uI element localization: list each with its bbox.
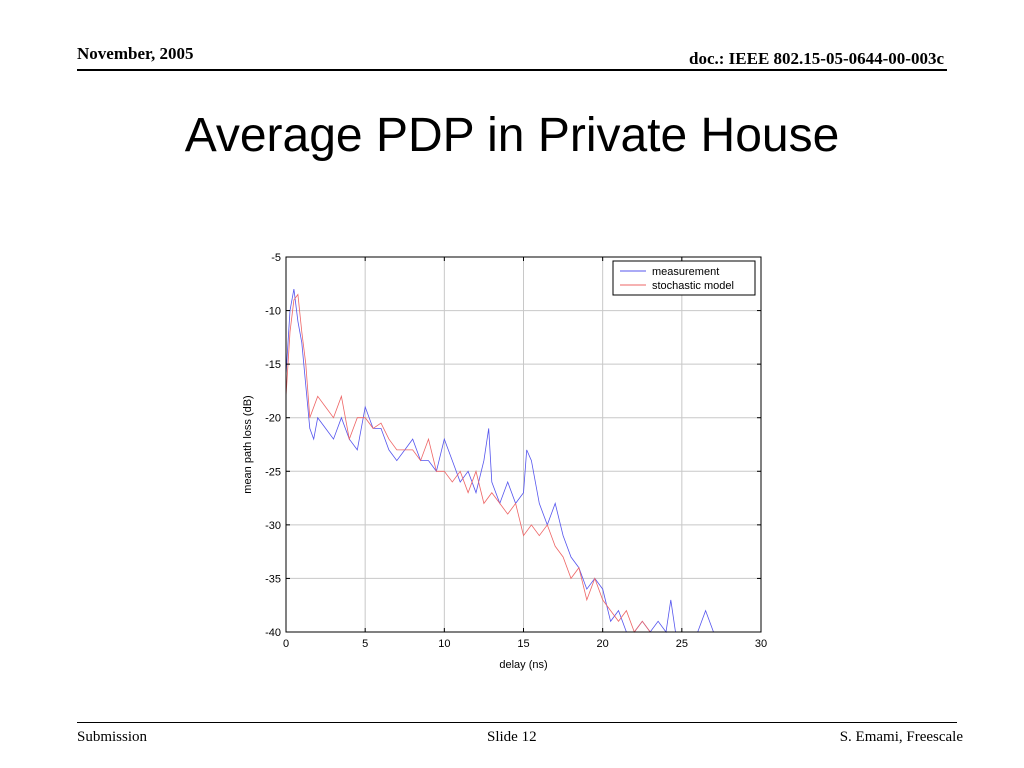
footer-slide-number: Slide 12 — [487, 729, 537, 745]
footer-divider — [77, 722, 957, 723]
y-tick-label: -20 — [265, 413, 281, 425]
y-tick-label: -15 — [265, 359, 281, 371]
y-tick-label: -10 — [265, 306, 281, 318]
y-tick-label: -5 — [271, 252, 281, 264]
y-tick-label: -35 — [265, 573, 281, 585]
x-tick-label: 5 — [362, 638, 368, 650]
footer-author: S. Emami, Freescale — [839, 729, 963, 745]
series-line-0 — [285, 289, 722, 634]
slide-title: Average PDP in Private House — [184, 109, 840, 162]
footer-submission: Submission — [77, 729, 148, 745]
legend-label: stochastic model — [652, 280, 734, 292]
chart-series-layer — [285, 289, 722, 634]
chart-ticks: 0 5 10 15 20 25 30 -5 -10 -15 -20 -25 -30 -35 -40 — [265, 252, 767, 650]
legend-box — [612, 260, 756, 296]
x-tick-label: 25 — [676, 638, 688, 650]
series-line-1 — [285, 293, 722, 633]
x-tick-label: 15 — [517, 638, 529, 650]
header-divider — [77, 69, 947, 71]
x-axis-label: delay (ns) — [499, 659, 547, 671]
x-tick-label: 10 — [438, 638, 450, 650]
x-tick-label: 20 — [597, 638, 609, 650]
header-date: November, 2005 — [77, 44, 194, 63]
y-tick-label: -30 — [265, 520, 281, 532]
chart-grid — [285, 256, 762, 633]
y-tick-label: -40 — [265, 627, 281, 639]
chart-legend: measurement stochastic model — [612, 260, 756, 296]
legend-label: measurement — [652, 266, 719, 278]
x-tick-label: 30 — [755, 638, 767, 650]
y-tick-label: -25 — [265, 466, 281, 478]
x-tick-label: 0 — [283, 638, 289, 650]
y-axis-label: mean path loss (dB) — [242, 395, 254, 493]
header-doc-id: doc.: IEEE 802.15-05-0644-00-003c — [689, 49, 944, 68]
